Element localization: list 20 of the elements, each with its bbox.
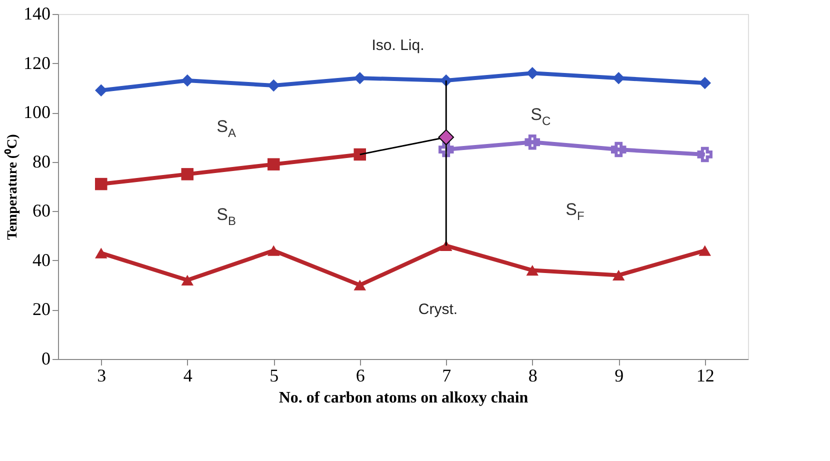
y-axis-title: Temperature (⁰C) <box>4 134 20 240</box>
y-tick-label: 100 <box>24 102 50 122</box>
x-tick-label: 6 <box>356 366 365 386</box>
y-tick-label: 60 <box>32 200 50 221</box>
x-tick-label: 8 <box>528 366 538 386</box>
x-tick-label: 5 <box>270 366 279 386</box>
y-tick-label: 140 <box>24 4 50 24</box>
y-tick-label: 40 <box>32 250 50 270</box>
x-tick-label: 7 <box>442 366 452 386</box>
annotation: Cryst. <box>418 301 458 318</box>
y-tick-label: 20 <box>32 299 50 320</box>
y-tick-label: 0 <box>42 348 50 368</box>
x-axis-title: No. of carbon atoms on alkoxy chain <box>278 390 528 406</box>
x-tick-label: 9 <box>614 366 624 386</box>
y-tick-label: 120 <box>24 52 50 73</box>
x-tick-label: 3 <box>97 366 106 386</box>
y-tick-label: 80 <box>32 151 50 172</box>
x-tick-label: 4 <box>183 366 192 386</box>
x-tick-label: 12 <box>696 366 714 386</box>
annotation: Iso. Liq. <box>372 37 424 54</box>
